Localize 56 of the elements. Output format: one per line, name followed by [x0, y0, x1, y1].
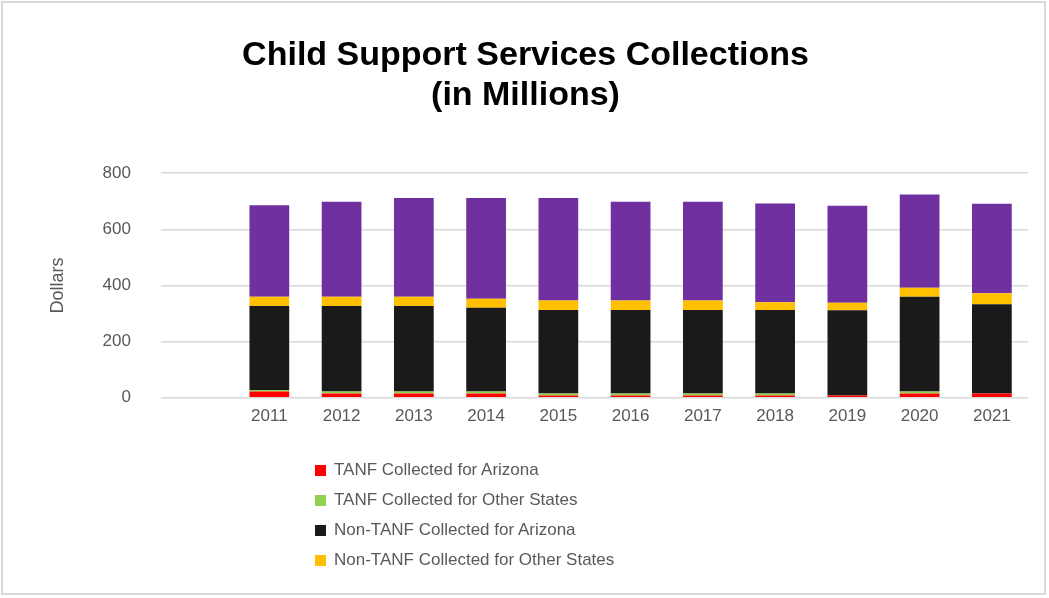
- bar: [972, 304, 1012, 394]
- chart-title: Child Support Services Collections (in Millions): [241, 33, 810, 113]
- x-tick-label: 2016: [611, 405, 650, 425]
- bar: [827, 310, 868, 396]
- x-tick-label: 2011: [251, 405, 288, 425]
- bar: [321, 306, 362, 392]
- x-tick-label: 2012: [322, 405, 361, 425]
- legend-label: TANF Collected for Arizona: [334, 460, 539, 480]
- legend-label: Non-TANF Collected for Other States: [334, 550, 615, 570]
- bar: [610, 201, 651, 301]
- x-tick-label: 2018: [756, 405, 795, 425]
- bar: [321, 201, 362, 297]
- x-tick-label: 2015: [539, 405, 578, 425]
- x-tick-label: 2019: [828, 405, 867, 425]
- bar: [755, 203, 795, 303]
- bar: [682, 300, 723, 310]
- x-tick-label: 2013: [394, 405, 433, 425]
- bar: [682, 201, 723, 301]
- x-tick-label: 2020: [900, 405, 939, 425]
- y-axis-title: Dollars: [46, 257, 67, 314]
- bar: [827, 205, 868, 303]
- bar: [610, 309, 651, 394]
- x-tick-label: 2014: [467, 405, 506, 425]
- bar: [393, 296, 434, 306]
- legend-label: Non-TANF Collected for Arizona: [334, 520, 576, 540]
- bar: [972, 203, 1012, 294]
- bar: [321, 296, 362, 306]
- bar: [466, 298, 506, 308]
- bar: [899, 194, 940, 288]
- bar: [538, 309, 579, 394]
- y-tick-label: 200: [102, 331, 131, 351]
- bar: [755, 302, 795, 310]
- legend-label: TANF Collected for Other States: [334, 490, 578, 510]
- bar: [249, 306, 290, 390]
- x-tick-label: 2021: [972, 405, 1011, 425]
- y-tick-label: 800: [102, 162, 131, 182]
- bar: [538, 300, 579, 310]
- bar: [249, 296, 290, 306]
- bar: [249, 391, 290, 398]
- bar: [610, 300, 651, 310]
- bar: [972, 293, 1012, 305]
- bar: [249, 205, 290, 297]
- bar: [755, 309, 795, 394]
- bar: [466, 197, 506, 299]
- bar: [466, 307, 506, 392]
- y-tick-label: 400: [102, 275, 131, 295]
- y-tick-label: 0: [121, 387, 131, 407]
- bar: [393, 306, 434, 392]
- y-tick-label: 600: [102, 219, 131, 239]
- bar: [682, 309, 723, 394]
- x-tick-label: 2017: [683, 405, 722, 425]
- bar: [538, 197, 579, 301]
- bar: [899, 287, 940, 297]
- bar: [899, 296, 940, 392]
- bar: [827, 302, 868, 311]
- bar: [393, 197, 434, 297]
